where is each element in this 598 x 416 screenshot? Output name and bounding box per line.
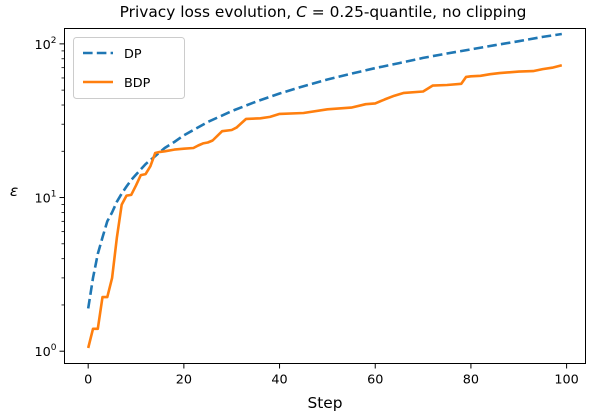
x-tick-label: 80 — [463, 373, 479, 388]
x-tick-label: 40 — [271, 373, 287, 388]
y-tick-label: 101 — [34, 190, 56, 207]
series-line-dp — [86, 32, 562, 309]
legend: DP BDP — [73, 37, 185, 99]
x-tick-label: 0 — [84, 373, 92, 388]
x-axis-ticks: 0 20 40 60 80 100 — [84, 363, 579, 388]
series-line-bdp — [86, 64, 563, 349]
plot-lines — [86, 32, 563, 349]
x-tick-label: 100 — [554, 373, 578, 388]
x-tick-label: 60 — [367, 373, 383, 388]
plot-area-frame — [64, 28, 586, 364]
y-tick-label: 100 — [34, 343, 56, 360]
y-axis-label: ε — [10, 182, 18, 200]
x-axis-label: Step — [307, 394, 342, 412]
y-axis-ticks: 100 101 102 — [34, 36, 65, 360]
chart-title: Privacy loss evolution, C = 0.25-quantil… — [120, 3, 527, 21]
legend-label-bdp: BDP — [124, 76, 151, 91]
y-tick-label: 102 — [34, 36, 56, 53]
x-tick-label: 20 — [176, 373, 192, 388]
legend-label-dp: DP — [124, 47, 142, 62]
